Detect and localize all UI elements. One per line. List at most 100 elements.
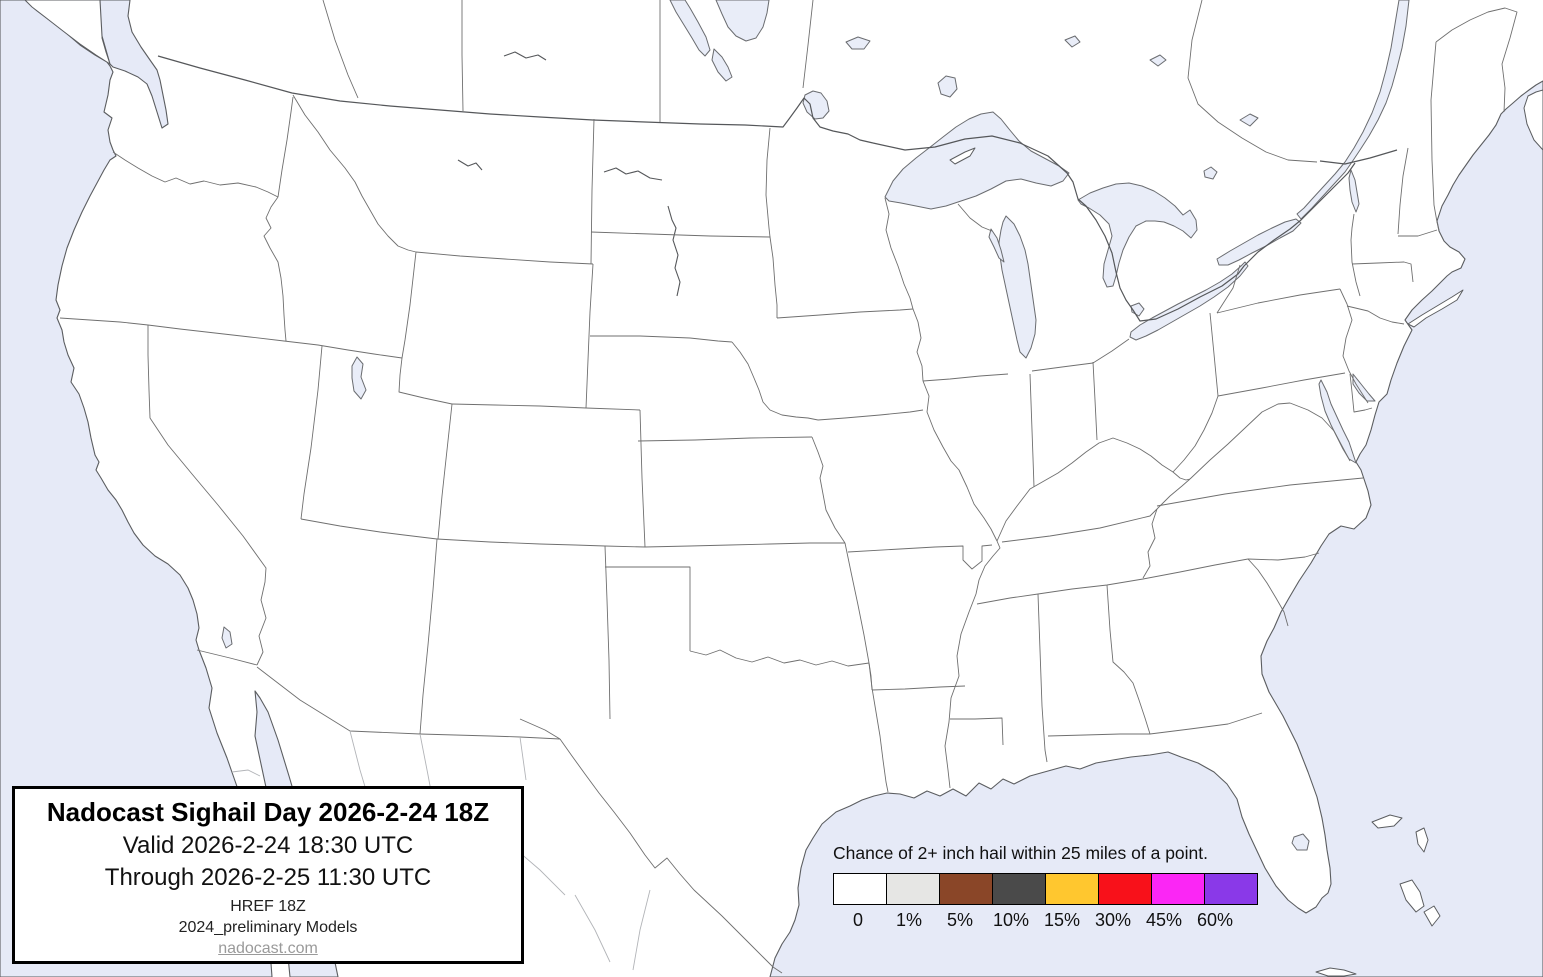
- wi-mi-border: [957, 203, 993, 232]
- wi-il-border: [922, 373, 1009, 382]
- ohio-river-border: [996, 395, 1219, 542]
- legend-title: Chance of 2+ inch hail within 25 miles o…: [833, 843, 1209, 863]
- us-canada-border: [157, 55, 874, 144]
- legend-label-10: 10%: [992, 910, 1030, 930]
- ca-mexico-border: [196, 649, 258, 666]
- mexico-interior-borders: [231, 730, 651, 971]
- grand-bahama: [1371, 814, 1403, 829]
- missouri-river-sd: [667, 205, 681, 297]
- nm-mexico-border: [419, 733, 561, 740]
- lake-erie: [1129, 261, 1249, 341]
- ny-vt-border: [1350, 213, 1355, 241]
- il-in-border: [1029, 373, 1035, 488]
- wa-or-border: [112, 151, 279, 198]
- pa-south-border: [1217, 372, 1346, 397]
- ut-az-border: [300, 518, 438, 540]
- me-qc-nb-borders: [1435, 7, 1518, 113]
- co-nm-border: [436, 538, 646, 548]
- legend-label-45: 45%: [1145, 910, 1183, 930]
- me-nh-border: [1430, 41, 1440, 231]
- nv-ut-border: [300, 345, 323, 520]
- tn-nc-border: [1142, 508, 1158, 579]
- green-bay: [988, 228, 1005, 263]
- co-east-border: [639, 409, 646, 548]
- ut-wy-border: [398, 357, 453, 405]
- ky-va-border: [1156, 478, 1191, 510]
- mt-east-border: [590, 118, 595, 265]
- fort-peck-lake: [457, 159, 483, 171]
- va-nc-border: [1156, 477, 1364, 507]
- saskatchewan-river: [503, 51, 547, 61]
- ny-pa-west-border: [1216, 264, 1241, 314]
- rio-grande-border: [559, 738, 783, 974]
- long-island: [1407, 289, 1464, 328]
- ms-al-border: [1037, 593, 1048, 763]
- mi-south-border: [1031, 338, 1130, 372]
- ca-nv-border: [147, 325, 267, 666]
- ks-mo-border: [811, 436, 846, 544]
- mb-on-border: [802, 0, 814, 89]
- ne-ks-border: [637, 436, 813, 442]
- florida-keys: [1315, 967, 1357, 977]
- lake-winnipegosis: [669, 0, 711, 57]
- nm-tx-south-border: [519, 718, 561, 740]
- legend-label-30: 30%: [1094, 910, 1132, 930]
- bc-ab-border: [322, 0, 359, 99]
- potomac-border: [1289, 402, 1351, 462]
- nadocast-link[interactable]: nadocast.com: [218, 940, 318, 957]
- lake-winnipeg: [715, 0, 770, 42]
- ia-mississippi-border: [912, 308, 924, 382]
- title-box: Nadocast Sighail Day 2026-2-24 18Z Valid…: [12, 786, 524, 964]
- tx-ar-border: [868, 662, 873, 691]
- fl-north-border: [1047, 712, 1263, 737]
- legend-swatch-30: [1098, 873, 1152, 905]
- oh-pa-border: [1209, 312, 1219, 397]
- wy-east-border: [585, 263, 594, 409]
- mo-river-ne-ia-border: [731, 341, 819, 421]
- through-time: Through 2026-2-25 11:30 UTC: [104, 864, 432, 891]
- pa-nj-delaware-river: [1339, 288, 1369, 404]
- nc-sc-border: [1247, 552, 1320, 561]
- delaware-bay: [1352, 373, 1376, 402]
- atlantic-gulf-ocean: [769, 80, 1543, 977]
- ar-la-border: [871, 685, 966, 691]
- co-north-border: [451, 403, 641, 411]
- wa-id-border: [277, 96, 294, 198]
- legend-swatch-5: [939, 873, 993, 905]
- lake-nipigon: [937, 75, 958, 98]
- legend-label-60: 60%: [1196, 910, 1234, 930]
- forecast-title: Nadocast Sighail Day 2026-2-24 18Z: [46, 797, 490, 827]
- nd-sd-border: [590, 231, 771, 238]
- mt-id-border: [292, 94, 417, 253]
- mn-west-border: [765, 127, 778, 318]
- md-de-border: [1349, 373, 1373, 413]
- us-canada-border-45n: [1319, 149, 1398, 165]
- az-nm-border: [419, 538, 438, 735]
- lake-sakakawea: [603, 167, 663, 181]
- legend-label-15: 15%: [1043, 910, 1081, 930]
- isle-royale: [949, 147, 976, 165]
- andros-island: [1399, 879, 1425, 913]
- ok-panhandle-border: [605, 566, 691, 651]
- legend-swatch-row: [833, 873, 1258, 905]
- valid-time: Valid 2026-2-24 18:30 UTC: [122, 832, 414, 859]
- az-mexico-border: [256, 666, 421, 735]
- ny-nj-border: [1346, 305, 1405, 325]
- great-salt-lake: [351, 356, 367, 400]
- pacific-ocean: [0, 0, 273, 977]
- mn-ia-border: [776, 308, 914, 319]
- lake-simcoe: [1203, 166, 1218, 180]
- puget-sound: [99, 0, 169, 129]
- eleuthera-island: [1423, 905, 1441, 927]
- vt-nh-border: [1397, 147, 1409, 235]
- canada-lake-3: [1064, 35, 1081, 48]
- ma-north-border: [1398, 229, 1438, 237]
- wy-mt-border: [415, 251, 594, 265]
- or-id-border: [263, 196, 287, 342]
- parallel-42n-border: [59, 317, 403, 359]
- ma-south-border: [1351, 261, 1414, 283]
- abaco-island: [1415, 827, 1429, 853]
- legend-swatch-10: [992, 873, 1046, 905]
- nm-tx-east-border: [604, 545, 611, 720]
